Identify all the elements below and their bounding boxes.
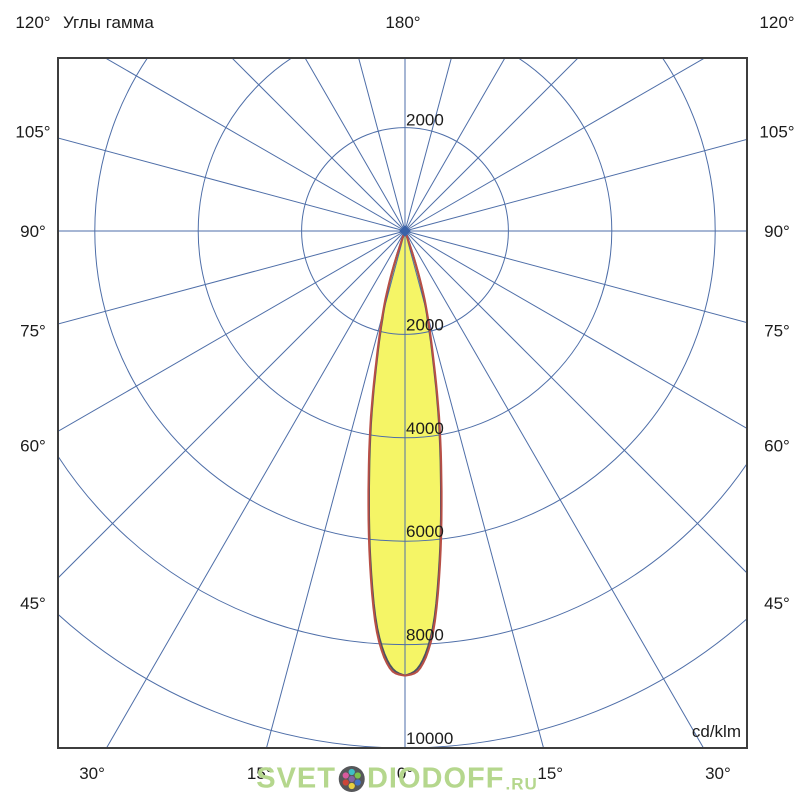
unit-label: cd/klm — [692, 722, 741, 741]
watermark: SVET DIODOFF .RU — [256, 762, 538, 795]
gamma-ray — [105, 230, 406, 748]
intensity-ring — [94, 58, 716, 542]
gamma-ray — [404, 58, 579, 232]
gamma-ray — [231, 58, 406, 232]
gamma-ray — [404, 230, 545, 748]
gamma-label-left: 75° — [20, 322, 46, 341]
intensity-ring — [301, 127, 509, 335]
gamma-label-bottom: 15° — [537, 764, 563, 783]
logo-dot — [348, 775, 355, 783]
gamma-label-top-left: 120° — [15, 13, 50, 32]
ring-label: 6000 — [406, 522, 444, 541]
gamma-label-180: 180° — [385, 13, 420, 32]
logo-dot — [354, 779, 361, 786]
pole-marker — [399, 225, 411, 237]
ring-label: 8000 — [406, 626, 444, 645]
gamma-label-left: 45° — [20, 594, 46, 613]
ring-label: 2000 — [406, 315, 444, 334]
gamma-label-right: 90° — [764, 222, 790, 241]
gamma-ray — [404, 230, 747, 574]
gamma-label-left: 60° — [20, 437, 46, 456]
gamma-label-right: 45° — [764, 594, 790, 613]
gamma-label-bottom: 30° — [79, 764, 105, 783]
logo-dot — [348, 768, 355, 776]
svetodiodoff-logo-icon — [338, 766, 365, 792]
gamma-ray — [404, 230, 747, 430]
gamma-ray — [104, 58, 406, 232]
watermark-text-left: SVET — [256, 762, 336, 795]
logo-dot — [354, 772, 361, 779]
ring-label: 10000 — [406, 729, 453, 748]
curve-C0-C180 — [367, 232, 443, 677]
gamma-ray — [404, 138, 747, 232]
gamma-ray — [404, 58, 506, 232]
ring-label: 4000 — [406, 419, 444, 438]
logo-dot — [342, 779, 349, 786]
intensity-ring — [58, 455, 747, 645]
gamma-ray — [404, 230, 705, 748]
chart-title: Углы гамма — [63, 13, 154, 32]
gamma-label-right: 60° — [764, 437, 790, 456]
watermark-domain-suffix: .RU — [505, 774, 538, 794]
gamma-ray — [58, 230, 406, 325]
ring-label-top: 2000 — [406, 111, 444, 130]
gamma-ray — [304, 58, 406, 232]
gamma-ray — [404, 58, 452, 232]
gamma-ray — [58, 230, 406, 579]
gamma-label-right: 105° — [759, 122, 794, 141]
gamma-ray — [58, 230, 406, 432]
intensity-ring — [197, 58, 613, 439]
watermark-text-right: DIODOFF — [366, 762, 505, 795]
gamma-ray — [358, 58, 406, 232]
gamma-label-bottom: 15° — [247, 764, 273, 783]
gamma-label-bottom: 30° — [705, 764, 731, 783]
gamma-label-top-right: 120° — [759, 13, 794, 32]
gamma-label-left: 90° — [20, 222, 46, 241]
logo-dot — [342, 772, 349, 779]
gamma-ray — [265, 230, 406, 748]
logo-dot — [348, 782, 355, 790]
gamma-ray — [58, 137, 406, 232]
plot-frame — [57, 57, 748, 749]
gamma-label-bottom: 0° — [397, 764, 413, 783]
gamma-label-right: 75° — [764, 322, 790, 341]
gamma-label-left: 105° — [15, 122, 50, 141]
gamma-ray — [404, 230, 747, 324]
gamma-ray — [404, 58, 706, 232]
